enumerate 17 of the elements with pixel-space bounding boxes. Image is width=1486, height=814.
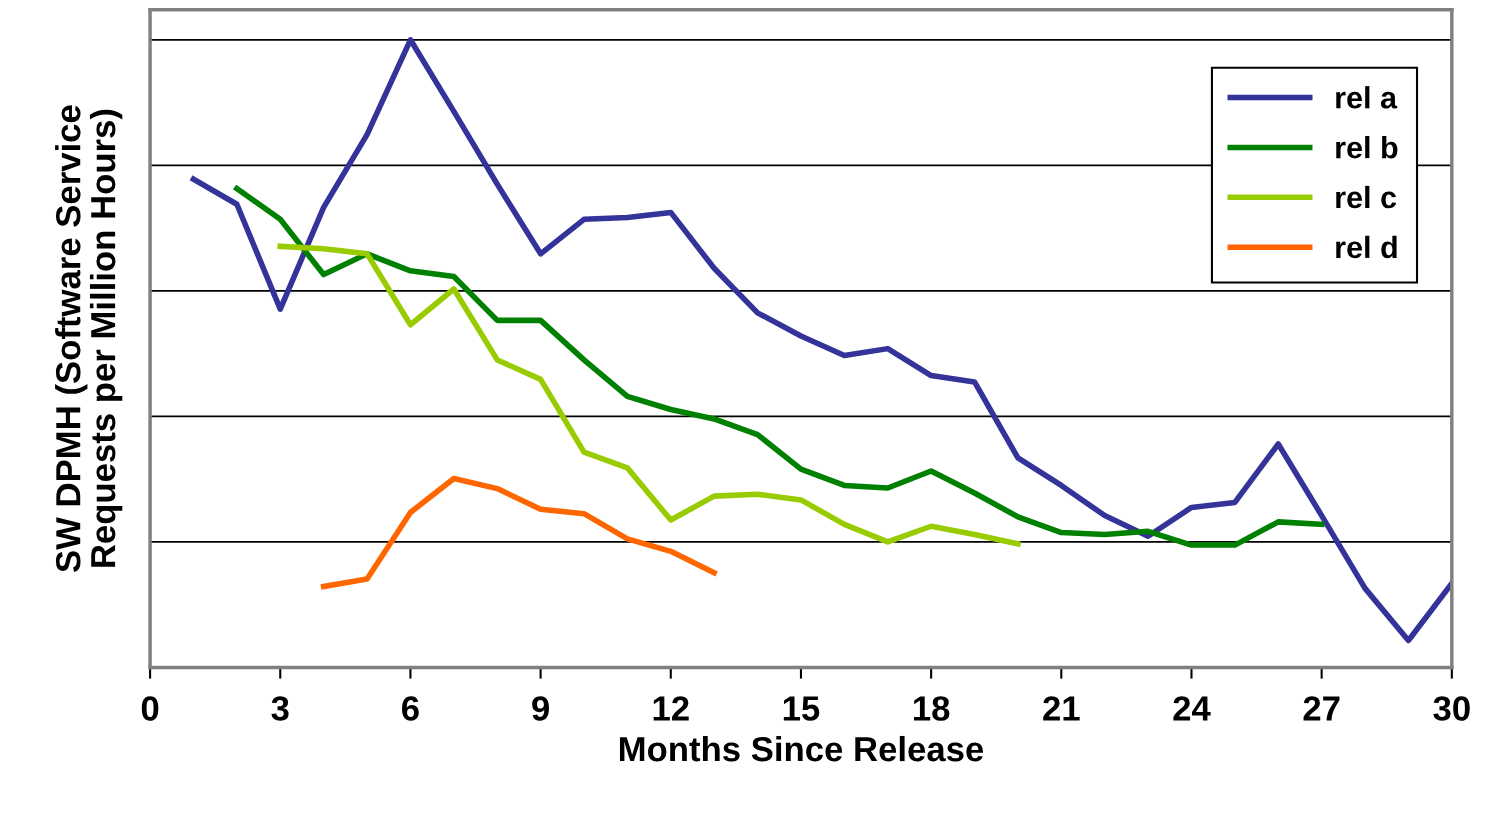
x-tick-label: 30: [1433, 696, 1470, 721]
legend-label: rel d: [1336, 235, 1397, 259]
x-tick-label: 3: [271, 696, 289, 721]
x-tick-label: 24: [1173, 696, 1211, 721]
x-tick-label: 15: [783, 696, 820, 721]
x-axis-title: Months Since Release: [619, 735, 984, 762]
x-tick-label: 21: [1043, 696, 1080, 721]
x-tick-label: 12: [653, 696, 689, 721]
x-tick-label: 0: [141, 696, 159, 721]
x-tick-label: 6: [402, 696, 419, 721]
legend-label: rel a: [1336, 86, 1398, 109]
legend-label: rel c: [1336, 185, 1397, 209]
y-axis-title: SW DPMH (Software Service Requests per Million Hours): [55, 105, 123, 573]
x-tick-label: 9: [532, 696, 549, 721]
legend-label: rel b: [1336, 136, 1398, 159]
x-tick-label: 18: [914, 696, 950, 721]
x-tick-label: 27: [1303, 696, 1340, 721]
